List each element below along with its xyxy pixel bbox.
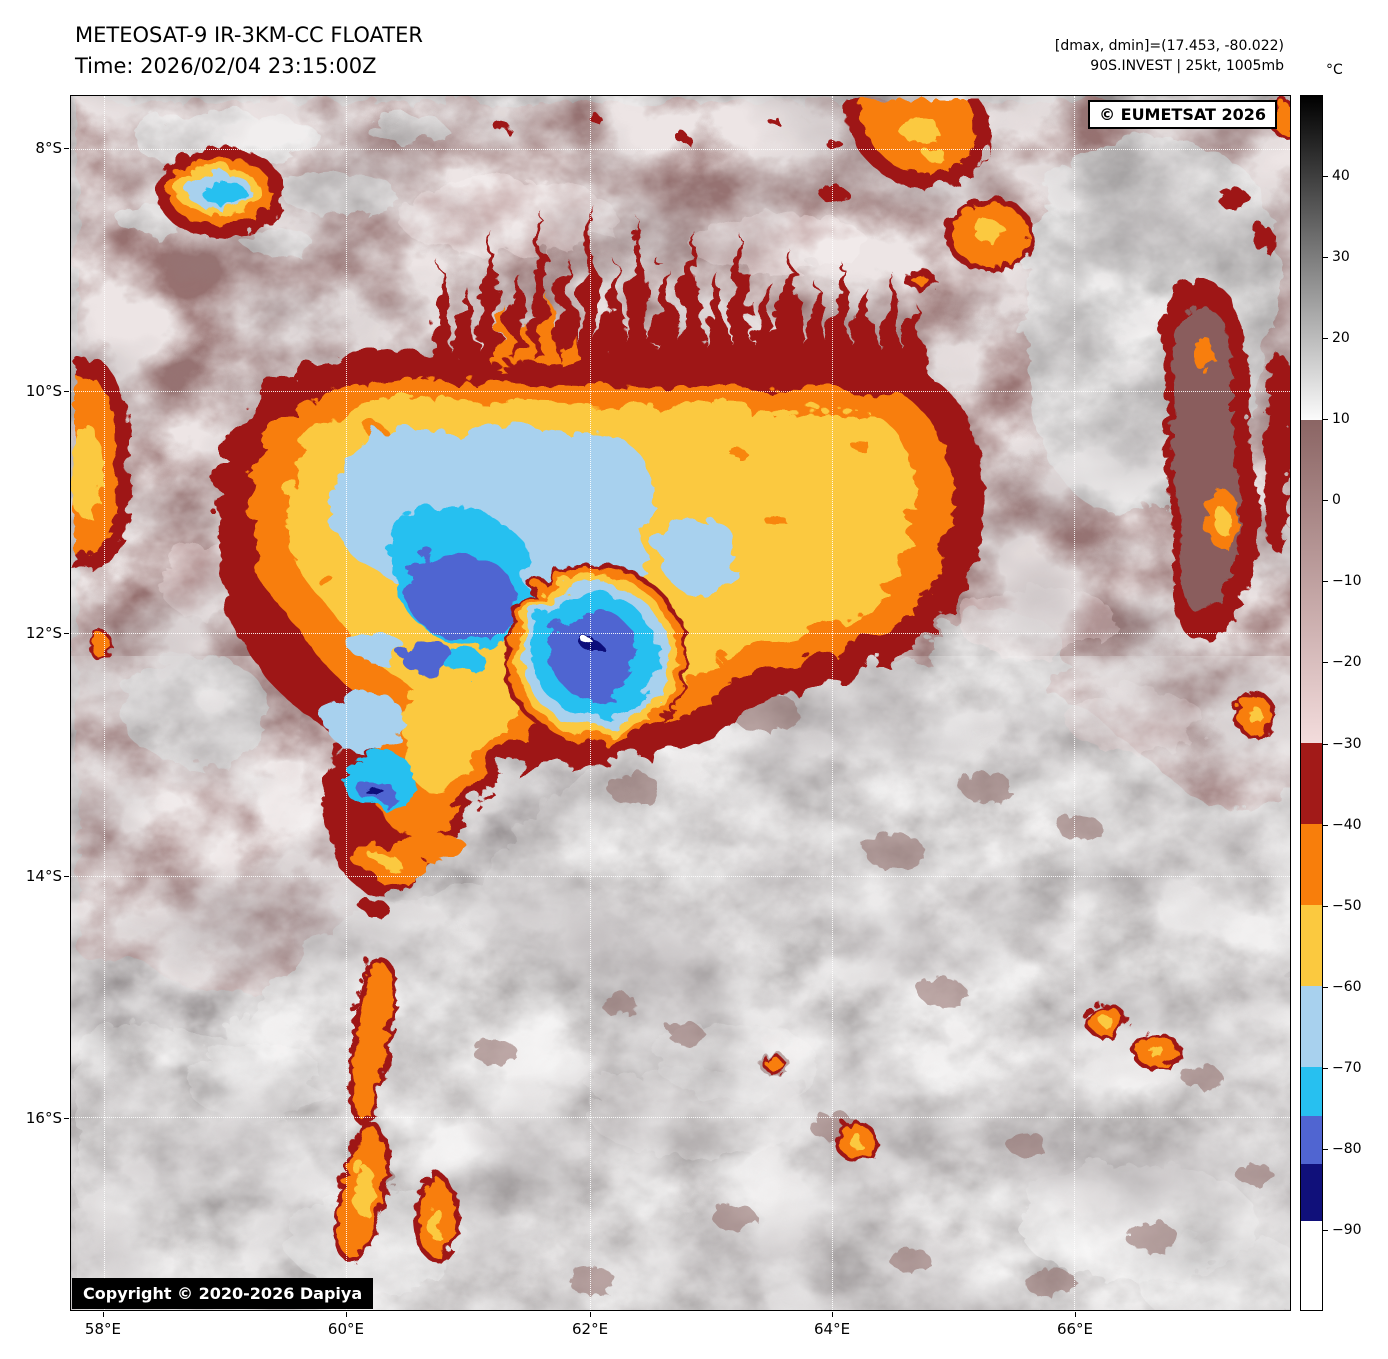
colorbar-tickmark [1323, 581, 1328, 583]
colorbar-tick-label: −50 [1332, 897, 1362, 914]
axis-tickmark [64, 632, 69, 634]
colorbar-tickmark [1323, 419, 1328, 421]
colorbar-segment [1301, 96, 1322, 420]
colorbar-segment [1301, 986, 1322, 1068]
figure-header: METEOSAT-9 IR-3KM-CC FLOATER Time: 2026/… [75, 20, 423, 82]
axis-tickmark [64, 876, 69, 878]
colorbar-tick-label: −20 [1332, 654, 1362, 671]
colorbar-tickmark [1323, 338, 1328, 340]
lon-tick-label: 58°E [84, 1320, 121, 1338]
colorbar-tickmark [1323, 500, 1328, 502]
axis-tickmark [64, 390, 69, 392]
colorbar-tickmark [1323, 257, 1328, 259]
lat-tick-label: 12°S [25, 623, 62, 642]
colorbar-tick-label: 40 [1332, 168, 1350, 185]
lat-tick-label: 10°S [25, 381, 62, 400]
colorbar-tick-label: −70 [1332, 1059, 1362, 1076]
figure-subheader: [dmax, dmin]=(17.453, -80.022) 90S.INVES… [1055, 36, 1284, 76]
colorbar-tick-label: −10 [1332, 573, 1362, 590]
axis-tickmark [345, 1312, 347, 1317]
colorbar-tickmark [1323, 662, 1328, 664]
satellite-imagery [71, 96, 1290, 1310]
colorbar-segment [1301, 1220, 1322, 1310]
colorbar-segment [1301, 905, 1322, 987]
lon-tick-label: 62°E [571, 1320, 609, 1338]
colorbar-tick-label: 0 [1332, 492, 1341, 509]
colorbar-segment [1301, 743, 1322, 825]
colorbar-tickmark [1323, 986, 1328, 988]
colorbar-tick-label: 30 [1332, 249, 1350, 266]
colorbar-tickmark [1323, 905, 1328, 907]
colorbar-tickmark [1323, 743, 1328, 745]
copyright-badge: Copyright © 2020-2026 Dapiya [72, 1278, 374, 1309]
colorbar-tick-label: −80 [1332, 1140, 1362, 1157]
lon-tick-label: 60°E [327, 1320, 364, 1338]
colorbar-tick-label: 20 [1332, 330, 1350, 347]
colorbar-tickmark [1323, 176, 1328, 178]
axis-tickmark [832, 1312, 834, 1317]
colorbar-segment [1301, 1164, 1322, 1221]
colorbar-tickmark [1323, 1229, 1328, 1231]
lat-tick-label: 16°S [25, 1109, 62, 1128]
colorbar-unit-label: °C [1326, 62, 1343, 78]
colorbar [1300, 95, 1323, 1311]
colorbar-tick-label: −40 [1332, 816, 1362, 833]
colorbar-segment [1301, 1115, 1322, 1165]
figure-title: METEOSAT-9 IR-3KM-CC FLOATER [75, 23, 423, 47]
lat-tick-label: 14°S [25, 867, 62, 886]
colorbar-tickmark [1323, 1067, 1328, 1069]
lon-tick-label: 66°E [1056, 1320, 1094, 1338]
eumetsat-badge: © EUMETSAT 2026 [1088, 100, 1277, 129]
lat-tick-label: 8°S [35, 139, 62, 158]
range-info: [dmax, dmin]=(17.453, -80.022) [1054, 38, 1284, 54]
axis-tickmark [64, 1118, 69, 1120]
colorbar-segment [1301, 419, 1322, 744]
storm-info: 90S.INVEST | 25kt, 1005mb [1090, 58, 1284, 74]
axis-tickmark [1075, 1312, 1076, 1317]
colorbar-tick-label: 10 [1332, 411, 1350, 428]
colorbar-segment [1301, 1067, 1322, 1116]
satellite-map: © EUMETSAT 2026 Copyright © 2020-2026 Da… [70, 95, 1291, 1311]
colorbar-tick-label: −60 [1332, 978, 1362, 995]
axis-tickmark [64, 148, 69, 150]
axis-tickmark [102, 1312, 104, 1317]
colorbar-tickmark [1323, 824, 1328, 826]
axis-tickmark [590, 1312, 592, 1317]
figure-timestamp: Time: 2026/02/04 23:15:00Z [75, 54, 377, 78]
colorbar-tick-label: −30 [1332, 735, 1362, 752]
colorbar-segment [1301, 824, 1322, 906]
colorbar-tick-label: −90 [1332, 1221, 1362, 1238]
colorbar-tickmark [1323, 1148, 1328, 1150]
lon-tick-label: 64°E [813, 1320, 851, 1338]
